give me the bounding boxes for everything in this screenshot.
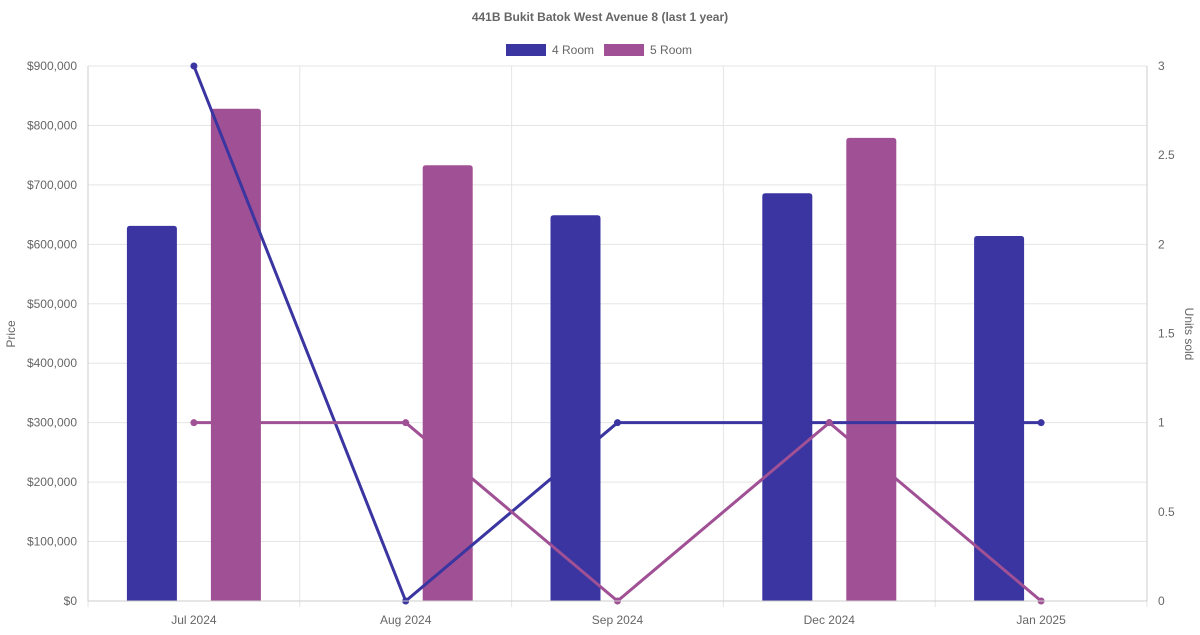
- lines: [190, 62, 1045, 605]
- y-tick-label: $700,000: [27, 178, 77, 192]
- legend-swatch: [506, 44, 546, 56]
- y-tick-label: $400,000: [27, 356, 77, 370]
- axes: $0 $100,000 $200,000 $300,000 $400,000 $500,0…: [27, 59, 1175, 627]
- bar-5-room: [210, 108, 261, 602]
- y2-axis-label: Units sold: [1182, 308, 1196, 361]
- y-tick-label: $300,000: [27, 416, 77, 430]
- y2-tick-label: 1.5: [1158, 327, 1175, 341]
- x-tick-label: Jan 2025: [1016, 613, 1066, 627]
- units-point: [402, 419, 410, 427]
- y2-tick-label: 2.5: [1158, 148, 1175, 162]
- bars: [126, 108, 1025, 602]
- x-tick-label: Aug 2024: [380, 613, 432, 627]
- y2-tick-label: 1: [1158, 416, 1165, 430]
- y-tick-label: $900,000: [27, 59, 77, 73]
- units-point: [190, 419, 198, 427]
- units-point: [614, 419, 621, 427]
- y2-tick-label: 0.5: [1158, 505, 1175, 519]
- legend-swatch: [604, 44, 645, 56]
- y-tick-label: $500,000: [27, 297, 77, 311]
- legend-label: 4 Room: [552, 43, 594, 57]
- y-tick-label: $800,000: [27, 118, 77, 132]
- x-tick-label: Jul 2024: [171, 613, 217, 627]
- bar-4-room: [762, 193, 813, 601]
- x-tick-label: Dec 2024: [804, 613, 856, 627]
- y2-tick-label: 0: [1158, 594, 1165, 608]
- y-tick-label: $100,000: [27, 535, 77, 549]
- bar-5-room: [422, 165, 473, 601]
- y-tick-label: $0: [64, 594, 78, 608]
- units-line-4-room: [192, 65, 1042, 604]
- bar-4-room: [126, 225, 177, 601]
- y2-tick-label: 3: [1158, 59, 1165, 73]
- legend: 4 Room 5 Room: [506, 43, 692, 57]
- units-line-5-room: [193, 420, 1043, 603]
- units-point: [1037, 419, 1045, 427]
- y-tick-label: $600,000: [27, 237, 77, 251]
- units-point: [825, 419, 833, 427]
- x-tick-label: Sep 2024: [592, 613, 644, 627]
- bar-5-room: [846, 137, 897, 601]
- y2-tick-label: 2: [1158, 237, 1165, 251]
- chart-title: 441B Bukit Batok West Avenue 8 (last 1 y…: [472, 10, 728, 24]
- bar-4-room: [550, 215, 601, 601]
- bar-4-room: [974, 236, 1025, 601]
- y-axis-label: Price: [4, 320, 18, 348]
- units-point: [190, 62, 198, 70]
- y-tick-label: $200,000: [27, 475, 77, 489]
- legend-label: 5 Room: [650, 43, 692, 57]
